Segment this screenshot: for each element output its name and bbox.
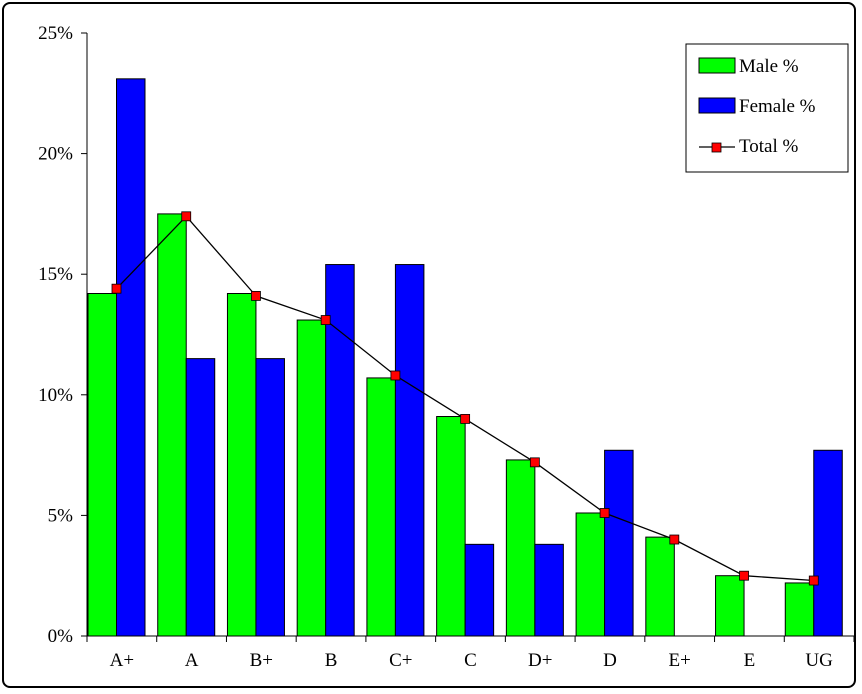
x-tick-label: A+: [110, 650, 134, 671]
y-tick-label: 5%: [48, 505, 74, 526]
bar-female-d: [604, 449, 634, 637]
x-tick-label: B+: [250, 650, 273, 671]
x-tick-label: E+: [669, 650, 691, 671]
total-marker-b: [320, 315, 331, 325]
legend-marker-total: [711, 142, 722, 153]
y-tick-label: 10%: [38, 385, 73, 406]
total-marker-c: [460, 414, 471, 424]
bar-male-d: [575, 512, 606, 637]
bar-female-c: [464, 543, 495, 637]
total-line-layer: [111, 211, 819, 586]
legend: Male % Female % Total %: [685, 43, 849, 173]
bar-male-ug: [784, 582, 815, 637]
total-marker-a-plus: [111, 283, 122, 294]
y-tick-label: 25%: [38, 23, 73, 44]
bar-male-b-plus: [226, 293, 257, 637]
total-marker-b-plus: [251, 291, 261, 301]
total-marker-c-plus: [390, 370, 401, 381]
bar-male-e-plus: [645, 536, 675, 637]
total-marker-d: [599, 508, 610, 518]
total-marker-e: [739, 570, 749, 581]
bar-female-b-plus: [255, 358, 285, 637]
x-tick-label: A: [185, 650, 199, 671]
bar-male-a-plus: [87, 293, 117, 637]
bar-female-a: [185, 358, 216, 637]
bar-male-a: [157, 213, 187, 637]
bar-female-c-plus: [394, 264, 425, 637]
total-marker-a: [181, 211, 192, 222]
x-tick-label: D+: [528, 650, 552, 671]
y-tick-label: 0%: [48, 626, 74, 647]
legend-label-female: Female %: [739, 96, 816, 117]
legend-label-male: Male %: [739, 56, 799, 77]
legend-label-total: Total %: [739, 136, 799, 157]
bar-male-c-plus: [366, 377, 396, 637]
bars-layer: [87, 78, 843, 637]
bar-male-c: [436, 416, 466, 637]
y-tick-label: 20%: [38, 144, 73, 165]
x-tick-label: C: [464, 650, 477, 671]
y-tick-label: 15%: [38, 264, 73, 285]
legend-swatch-male: [698, 57, 736, 74]
total-marker-d-plus: [529, 457, 540, 468]
bar-male-b: [296, 319, 327, 637]
x-tick-label: D: [603, 650, 617, 671]
bar-male-e: [715, 575, 745, 637]
bar-male-d-plus: [505, 459, 536, 637]
bar-female-ug: [813, 449, 843, 637]
bar-female-a-plus: [116, 78, 146, 637]
total-marker-e-plus: [669, 534, 680, 545]
total-marker-ug: [808, 575, 819, 586]
axes-layer: 0% 5% 10% 15% 20% 25% A+ A B+ B C+ C D+ D E+ E UG: [38, 23, 855, 671]
x-tick-label: UG: [805, 650, 833, 671]
x-tick-label: C+: [389, 650, 412, 671]
legend-swatch-female: [698, 97, 736, 114]
bar-female-d-plus: [534, 543, 564, 637]
x-tick-label: B: [325, 650, 338, 671]
x-tick-label: E: [744, 650, 756, 671]
